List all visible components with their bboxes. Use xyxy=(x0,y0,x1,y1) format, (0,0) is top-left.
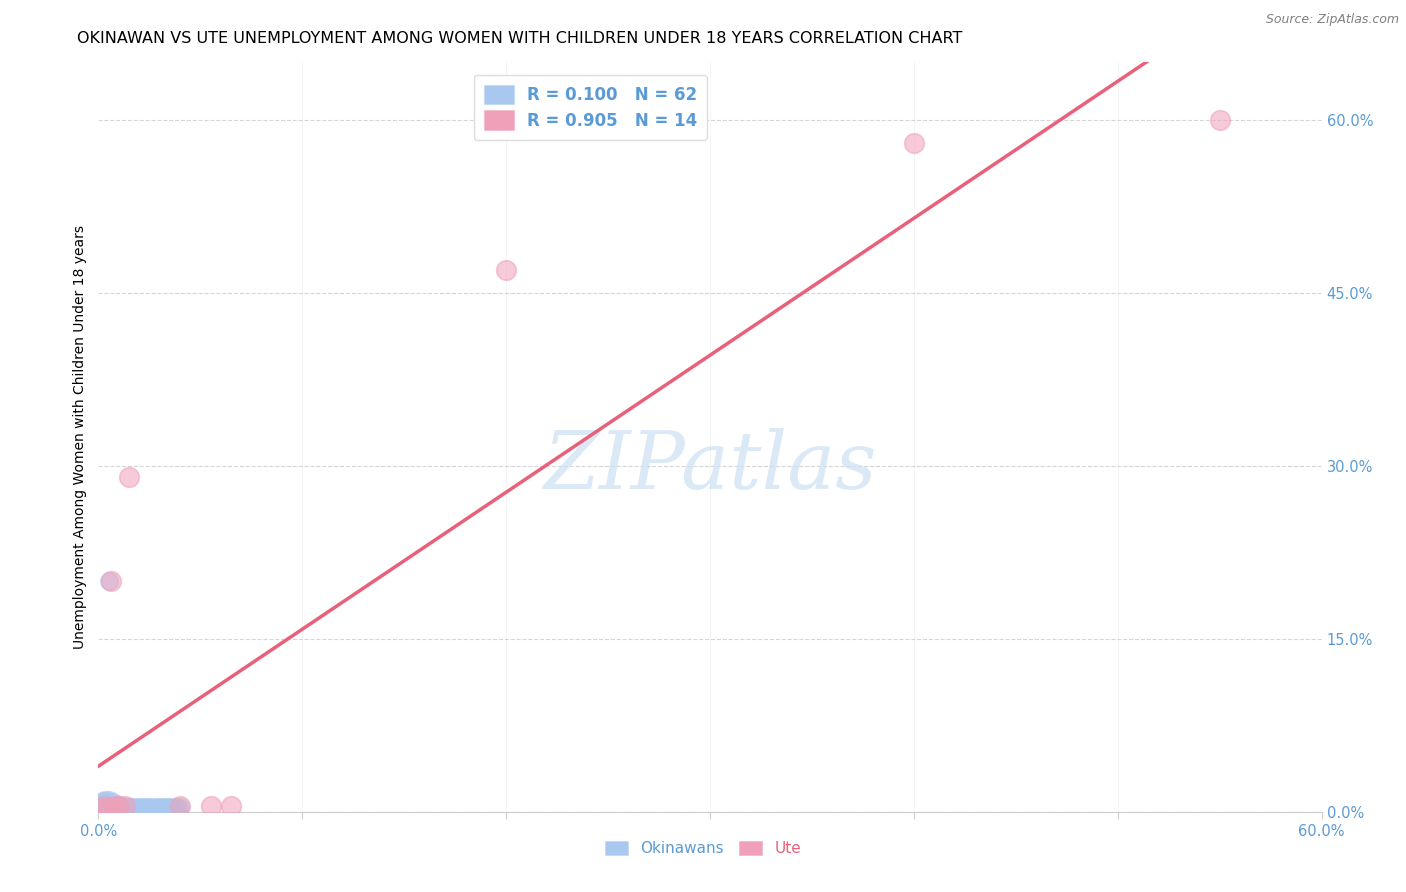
Point xyxy=(219,799,242,814)
Point xyxy=(105,799,128,814)
Point xyxy=(87,801,110,815)
Point xyxy=(200,799,222,814)
Point xyxy=(97,574,120,589)
Point xyxy=(149,800,172,814)
Legend: R = 0.100   N = 62, R = 0.905   N = 14: R = 0.100 N = 62, R = 0.905 N = 14 xyxy=(474,75,707,140)
Point xyxy=(93,799,115,814)
Point xyxy=(93,797,115,811)
Point xyxy=(142,801,165,815)
Point xyxy=(87,799,110,814)
Point xyxy=(87,801,110,815)
Point xyxy=(108,797,131,812)
Point xyxy=(120,800,142,814)
Point xyxy=(136,800,159,814)
Point xyxy=(100,797,122,812)
Point xyxy=(91,794,114,808)
Point xyxy=(91,797,114,811)
Point xyxy=(114,799,136,814)
Point xyxy=(118,470,141,484)
Point xyxy=(152,800,174,814)
Point xyxy=(108,800,131,814)
Point xyxy=(150,801,173,815)
Point xyxy=(145,800,167,814)
Point xyxy=(165,800,187,814)
Point xyxy=(127,801,149,815)
Point xyxy=(105,801,128,815)
Point xyxy=(114,801,136,815)
Point xyxy=(159,801,181,815)
Point xyxy=(91,801,114,815)
Point xyxy=(93,801,115,815)
Point xyxy=(100,800,122,814)
Point xyxy=(118,801,141,815)
Y-axis label: Unemployment Among Women with Children Under 18 years: Unemployment Among Women with Children U… xyxy=(73,225,87,649)
Point xyxy=(93,793,115,807)
Point xyxy=(124,800,146,814)
Point xyxy=(169,800,191,814)
Point xyxy=(110,799,132,814)
Point xyxy=(87,797,110,811)
Point xyxy=(128,800,150,814)
Text: ZIPatlas: ZIPatlas xyxy=(543,428,877,506)
Point xyxy=(122,801,145,815)
Point xyxy=(97,801,120,815)
Point xyxy=(495,263,517,277)
Text: Source: ZipAtlas.com: Source: ZipAtlas.com xyxy=(1265,13,1399,27)
Point xyxy=(100,574,122,589)
Legend: Okinawans, Ute: Okinawans, Ute xyxy=(599,835,807,862)
Point xyxy=(97,793,120,807)
Point xyxy=(89,802,111,816)
Point xyxy=(93,799,115,814)
Point xyxy=(97,799,120,814)
Point xyxy=(1209,113,1232,128)
Point xyxy=(132,800,155,814)
Point xyxy=(156,800,179,814)
Point xyxy=(115,800,138,814)
Point xyxy=(96,797,118,812)
Point xyxy=(89,800,111,814)
Point xyxy=(903,136,925,150)
Point xyxy=(129,801,152,815)
Point xyxy=(167,801,190,815)
Point xyxy=(97,801,120,815)
Point xyxy=(155,801,177,815)
Point xyxy=(104,797,127,812)
Point xyxy=(146,801,169,815)
Point xyxy=(108,799,131,814)
Point xyxy=(134,801,156,815)
Point xyxy=(141,800,163,814)
Point xyxy=(110,801,132,815)
Text: OKINAWAN VS UTE UNEMPLOYMENT AMONG WOMEN WITH CHILDREN UNDER 18 YEARS CORRELATIO: OKINAWAN VS UTE UNEMPLOYMENT AMONG WOMEN… xyxy=(77,31,963,46)
Point xyxy=(101,799,124,814)
Point xyxy=(101,796,124,810)
Point xyxy=(104,799,127,814)
Point xyxy=(163,801,186,815)
Point xyxy=(91,799,114,814)
Point xyxy=(138,801,160,815)
Point xyxy=(111,800,134,814)
Point xyxy=(160,800,183,814)
Point xyxy=(96,796,118,810)
Point xyxy=(104,800,127,814)
Point xyxy=(96,800,118,814)
Point xyxy=(169,799,191,814)
Point xyxy=(89,797,111,812)
